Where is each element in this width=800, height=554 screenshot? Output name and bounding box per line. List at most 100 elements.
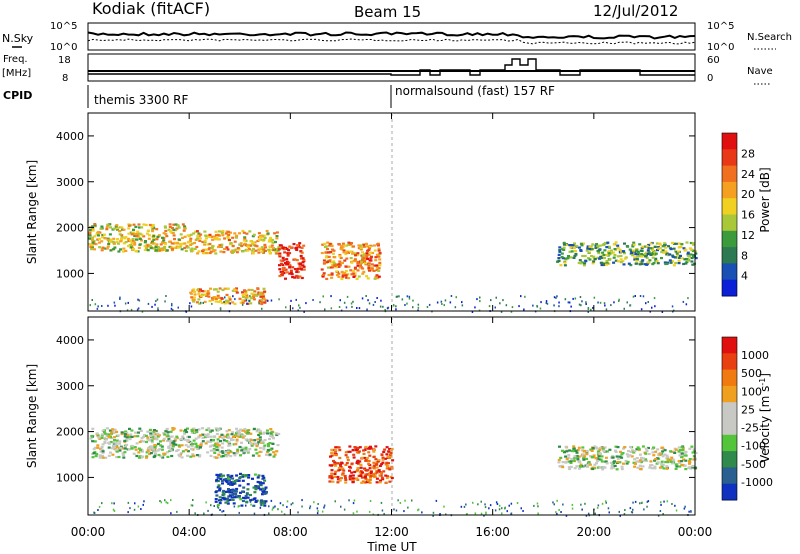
data-cell bbox=[166, 451, 170, 454]
data-cell bbox=[263, 492, 267, 495]
data-cell bbox=[200, 293, 204, 296]
data-cell bbox=[510, 512, 513, 515]
data-cell bbox=[262, 490, 266, 493]
data-cell bbox=[561, 257, 565, 260]
data-cell bbox=[262, 446, 266, 449]
nave-tick-high: 60 bbox=[707, 55, 720, 66]
data-cell bbox=[335, 270, 339, 273]
data-cell bbox=[221, 451, 225, 455]
data-cell bbox=[271, 241, 275, 244]
data-cell bbox=[340, 277, 344, 281]
data-cell bbox=[532, 304, 534, 307]
data-cell bbox=[149, 452, 153, 455]
data-cell bbox=[131, 238, 135, 241]
data-cell bbox=[274, 250, 278, 253]
data-cell bbox=[151, 242, 155, 245]
data-cell bbox=[673, 256, 677, 259]
data-cell bbox=[161, 456, 165, 459]
data-cell bbox=[187, 435, 191, 439]
data-cell bbox=[193, 296, 197, 299]
data-cell bbox=[100, 445, 104, 449]
colorbar-swatch bbox=[722, 483, 737, 501]
data-cell bbox=[235, 291, 239, 294]
data-cell bbox=[258, 236, 262, 239]
data-cell bbox=[244, 474, 248, 477]
data-cell bbox=[384, 474, 388, 477]
data-cell bbox=[585, 303, 587, 305]
data-cell bbox=[241, 447, 245, 451]
data-cell bbox=[574, 297, 577, 300]
data-cell bbox=[93, 223, 97, 226]
data-cell bbox=[461, 304, 464, 307]
data-cell bbox=[255, 452, 259, 455]
data-cell bbox=[221, 229, 225, 233]
data-cell bbox=[257, 248, 261, 251]
data-cell bbox=[165, 295, 167, 297]
data-cell bbox=[450, 295, 453, 297]
data-cell bbox=[95, 452, 99, 456]
data-cell bbox=[225, 246, 229, 249]
data-cell bbox=[353, 499, 356, 502]
data-cell bbox=[185, 430, 189, 434]
data-cell bbox=[160, 501, 163, 504]
data-cell bbox=[121, 453, 125, 457]
data-cell bbox=[328, 476, 332, 479]
data-cell bbox=[156, 435, 160, 438]
data-cell bbox=[356, 260, 360, 263]
data-cell bbox=[659, 466, 662, 469]
data-cell bbox=[227, 475, 230, 478]
data-cell bbox=[264, 299, 268, 302]
data-cell bbox=[640, 262, 644, 266]
data-cell bbox=[154, 453, 157, 456]
data-cell bbox=[269, 240, 273, 243]
data-cell bbox=[97, 237, 101, 240]
data-cell bbox=[214, 300, 218, 303]
data-cell bbox=[138, 236, 142, 239]
data-cell bbox=[680, 257, 684, 260]
data-cell bbox=[110, 240, 114, 243]
data-cell bbox=[209, 435, 213, 438]
data-cell bbox=[240, 441, 243, 444]
data-cell bbox=[124, 249, 128, 252]
data-cell bbox=[194, 238, 198, 241]
data-cell bbox=[628, 454, 632, 457]
data-cell bbox=[208, 251, 212, 255]
data-cell bbox=[127, 237, 131, 240]
data-cell bbox=[112, 242, 116, 245]
data-cell bbox=[363, 473, 367, 476]
data-cell bbox=[564, 243, 568, 246]
data-cell bbox=[584, 502, 586, 505]
data-cell bbox=[167, 438, 171, 441]
data-cell bbox=[228, 239, 231, 242]
data-cell bbox=[363, 259, 367, 262]
data-cell bbox=[290, 273, 294, 276]
data-cell bbox=[246, 249, 250, 252]
data-cell bbox=[246, 432, 250, 435]
data-cell bbox=[330, 244, 334, 247]
data-cell bbox=[301, 261, 305, 264]
data-cell bbox=[380, 299, 382, 302]
data-cell bbox=[114, 225, 118, 228]
data-cell bbox=[344, 252, 348, 256]
data-cell bbox=[362, 245, 366, 248]
data-cell bbox=[171, 304, 173, 307]
data-cell bbox=[221, 436, 225, 439]
data-cell bbox=[104, 456, 108, 459]
data-cell bbox=[383, 457, 387, 460]
data-cell bbox=[360, 244, 363, 247]
data-cell bbox=[580, 244, 584, 247]
data-cell bbox=[564, 445, 568, 448]
data-cell bbox=[136, 230, 140, 233]
data-cell bbox=[213, 436, 217, 439]
data-cell bbox=[96, 446, 100, 449]
data-cell bbox=[577, 261, 581, 265]
data-cell bbox=[331, 266, 335, 269]
data-cell bbox=[495, 501, 498, 504]
data-cell bbox=[570, 305, 572, 308]
data-cell bbox=[369, 257, 373, 260]
data-cell bbox=[273, 453, 277, 456]
data-cell bbox=[669, 261, 673, 264]
data-cell bbox=[236, 450, 240, 453]
data-cell bbox=[618, 461, 622, 464]
data-cell bbox=[128, 244, 132, 247]
